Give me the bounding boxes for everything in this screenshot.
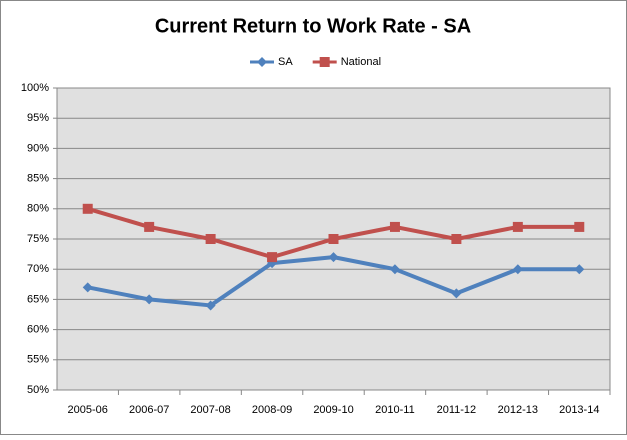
marker — [82, 203, 93, 214]
marker — [574, 221, 585, 232]
y-tick-label: 90% — [27, 142, 49, 154]
x-tick-label: 2012-13 — [498, 404, 538, 416]
marker — [328, 234, 339, 244]
y-tick-label: 65% — [27, 293, 49, 305]
x-tick-label: 2010-11 — [375, 404, 415, 416]
chart-title: Current Return to Work Rate - SA — [155, 15, 471, 37]
marker — [205, 234, 216, 244]
y-tick-label: 95% — [27, 112, 49, 124]
marker — [144, 221, 155, 232]
marker — [574, 264, 585, 275]
marker — [389, 221, 400, 232]
legend-label: National — [341, 56, 381, 68]
y-tick-label: 55% — [27, 354, 49, 366]
y-tick-label: 70% — [27, 263, 49, 275]
x-tick-label: 2011-12 — [437, 404, 477, 416]
legend-marker — [319, 57, 330, 67]
x-tick-label: 2007-08 — [190, 404, 230, 416]
marker — [451, 234, 462, 244]
x-tick-label: 2013-14 — [559, 404, 599, 416]
marker — [451, 288, 462, 299]
marker — [389, 264, 400, 275]
legend-label: SA — [278, 56, 293, 68]
marker — [328, 252, 339, 263]
x-tick-label: 2008-09 — [252, 404, 292, 416]
marker — [267, 252, 278, 263]
y-tick-label: 75% — [27, 233, 49, 245]
marker — [512, 264, 523, 275]
marker — [82, 282, 93, 293]
marker — [144, 294, 155, 305]
y-tick-label: 60% — [27, 324, 49, 336]
y-tick-label: 50% — [27, 384, 49, 396]
y-tick-label: 80% — [27, 203, 49, 215]
x-tick-label: 2009-10 — [313, 404, 353, 416]
legend-marker — [257, 57, 267, 67]
x-tick-label: 2005-06 — [68, 404, 108, 416]
legend: SA National — [250, 56, 381, 68]
marker — [205, 300, 216, 311]
y-tick-label: 100% — [21, 82, 49, 94]
x-tick-label: 2006-07 — [129, 404, 169, 416]
marker — [512, 221, 523, 232]
y-tick-label: 85% — [27, 173, 49, 185]
